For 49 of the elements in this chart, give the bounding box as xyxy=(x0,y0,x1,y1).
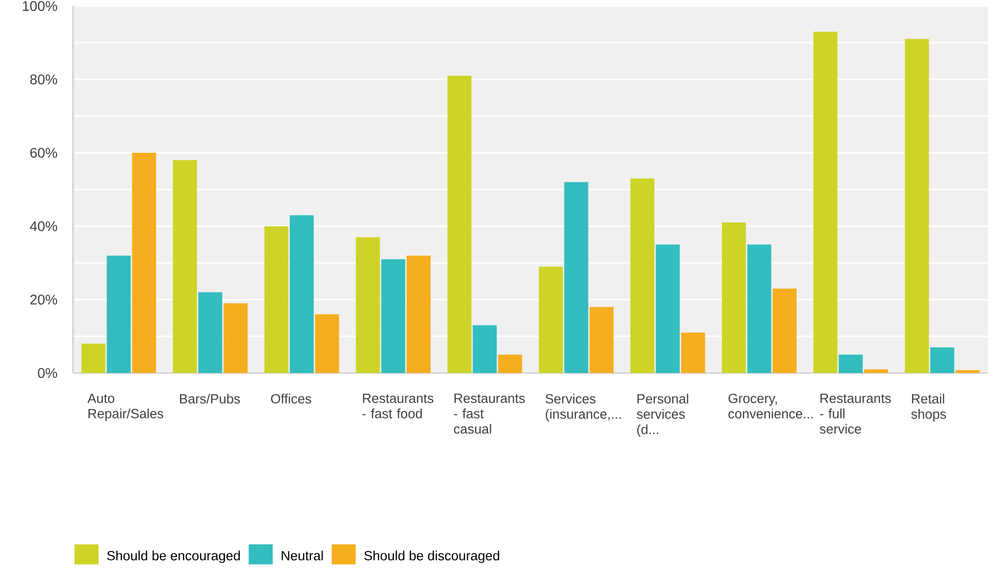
bar xyxy=(224,303,248,374)
bar xyxy=(290,215,314,374)
bar xyxy=(956,370,980,374)
y-tick-label: 100% xyxy=(22,1,58,11)
bar xyxy=(747,244,772,374)
bar xyxy=(315,314,340,374)
y-tick-label: 40% xyxy=(30,221,58,232)
bar xyxy=(132,152,156,374)
bar xyxy=(904,39,929,374)
bar xyxy=(472,325,497,374)
x-tick-label: Restaurants - fast food xyxy=(362,394,434,418)
bar xyxy=(630,178,654,374)
y-tick-label: 20% xyxy=(30,294,58,305)
y-tick-label: 60% xyxy=(30,148,58,158)
legend-label: Should be discouraged xyxy=(364,550,500,564)
bar xyxy=(198,292,222,374)
y-tick-label: 80% xyxy=(30,74,58,84)
x-tick-label: Retail shops xyxy=(911,394,946,422)
x-tick-label: Grocery, convenience... xyxy=(728,394,813,418)
bar xyxy=(864,369,888,374)
legend-label: Should be encouraged xyxy=(107,550,240,564)
bar xyxy=(106,256,131,374)
x-tick-label: Restaurants - full service xyxy=(820,394,891,434)
x-tick-label: Services (insurance,... xyxy=(546,394,621,422)
bar xyxy=(538,266,563,374)
x-tick-label: Bars/Pubs xyxy=(180,394,240,404)
legend-label: Neutral xyxy=(282,550,323,560)
x-tick-label: Offices xyxy=(271,394,312,404)
bar xyxy=(356,237,380,374)
y-tick-label: 0% xyxy=(38,368,58,378)
bar xyxy=(498,354,522,374)
bar xyxy=(564,182,588,374)
bar xyxy=(406,256,431,374)
bar xyxy=(772,288,797,374)
bar xyxy=(813,32,838,374)
bar xyxy=(838,354,863,374)
bar xyxy=(930,347,954,374)
bar xyxy=(172,160,197,374)
bar xyxy=(447,76,472,374)
x-tick-label: Auto Repair/Sales xyxy=(87,394,164,421)
x-tick-label: Personal services (d... xyxy=(636,394,688,437)
bar xyxy=(381,259,406,374)
bar xyxy=(681,332,706,374)
bar xyxy=(656,244,680,374)
bar xyxy=(590,306,614,374)
x-tick-label: Restaurants - fast casual xyxy=(454,394,525,434)
bar xyxy=(722,222,746,374)
bar xyxy=(264,226,288,374)
bar xyxy=(81,344,106,374)
